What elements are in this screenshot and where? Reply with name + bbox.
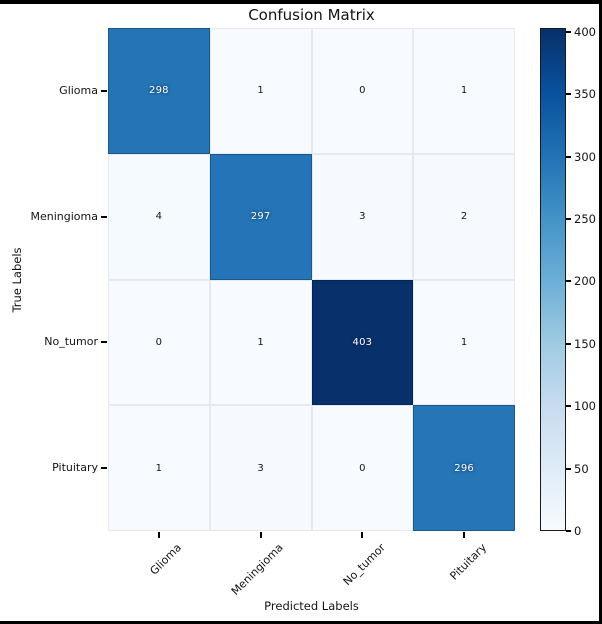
frame-border-right — [599, 0, 602, 624]
cell-value: 0 — [359, 85, 366, 97]
cell-value: 0 — [359, 462, 366, 474]
colorbar-tick-label-300: 300 — [574, 149, 596, 164]
x-tick-label-No_tumor: No_tumor — [340, 541, 388, 589]
cell-value: 403 — [352, 336, 373, 348]
y-tickmark — [101, 215, 107, 218]
cell-value: 4 — [155, 211, 163, 223]
heatmap-cell-Meningioma-Glioma: 4 — [108, 153, 210, 280]
colorbar-tick-label-400: 400 — [574, 24, 596, 39]
x-axis-label: Predicted Labels — [264, 599, 359, 613]
frame-border-top — [0, 0, 602, 4]
heatmap-cell-Glioma-Meningioma: 1 — [209, 28, 312, 154]
cell-value: 0 — [155, 336, 163, 348]
colorbar-tickmark — [566, 405, 571, 408]
y-tickmark — [101, 467, 107, 470]
cell-value: 1 — [155, 462, 163, 474]
cell-value: 296 — [454, 462, 474, 474]
heatmap-cell-No_tumor-Glioma: 0 — [108, 279, 210, 406]
cell-value: 1 — [257, 85, 264, 97]
cell-value: 3 — [257, 462, 264, 474]
y-tick-label-No_tumor: No_tumor — [44, 335, 98, 349]
x-tickmark — [361, 532, 364, 538]
cell-value: 2 — [460, 211, 468, 223]
y-tickmark — [101, 89, 107, 92]
colorbar — [540, 28, 566, 531]
x-tick-label-Pituitary: Pituitary — [447, 541, 490, 583]
cell-value: 298 — [149, 85, 169, 97]
heatmap-cell-No_tumor-No_tumor: 403 — [311, 279, 414, 406]
colorbar-tickmark — [566, 530, 571, 532]
colorbar-tick-label-150: 150 — [574, 336, 596, 351]
frame-border-bottom — [0, 621, 602, 624]
x-tickmark — [259, 532, 262, 538]
heatmap-cell-Pituitary-Glioma: 1 — [108, 405, 210, 531]
heatmap-cell-No_tumor-Meningioma: 1 — [209, 279, 312, 406]
y-tick-label-Meningioma: Meningioma — [30, 209, 98, 223]
heatmap-cell-Pituitary-No_tumor: 0 — [311, 405, 414, 531]
heatmap-cell-Glioma-No_tumor: 0 — [311, 28, 414, 154]
colorbar-tickmark — [566, 155, 571, 158]
colorbar-tick-label-100: 100 — [574, 399, 596, 414]
colorbar-tickmark — [566, 467, 571, 470]
colorbar-tickmark — [566, 30, 571, 33]
colorbar-tickmark — [566, 280, 571, 283]
heatmap-cell-Pituitary-Pituitary: 296 — [413, 405, 515, 531]
cell-value: 3 — [359, 211, 366, 223]
heatmap-grid: 298 1 0 1 4 297 3 2 0 1 403 1 1 3 0 296 — [108, 28, 515, 531]
heatmap-cell-Meningioma-Pituitary: 2 — [413, 153, 515, 280]
heatmap-cell-Glioma-Pituitary: 1 — [413, 28, 515, 154]
y-tick-label-Glioma: Glioma — [59, 83, 98, 97]
y-tickmark — [101, 341, 107, 344]
heatmap-cell-Glioma-Glioma: 298 — [108, 28, 210, 154]
colorbar-tick-label-0: 0 — [574, 524, 582, 538]
cell-value: 1 — [460, 85, 468, 97]
cell-value: 1 — [460, 336, 468, 348]
x-tick-label-Glioma: Glioma — [147, 541, 185, 578]
x-tickmark — [157, 532, 160, 538]
colorbar-tickmark — [566, 342, 571, 345]
colorbar-tick-label-50: 50 — [574, 461, 589, 476]
heatmap-cell-Pituitary-Meningioma: 3 — [209, 405, 312, 531]
cell-value: 1 — [257, 336, 264, 348]
chart-title: Confusion Matrix — [248, 6, 375, 24]
colorbar-tick-label-200: 200 — [574, 274, 596, 289]
cell-value: 297 — [250, 211, 271, 223]
colorbar-tickmark — [566, 93, 571, 96]
heatmap-cell-Meningioma-No_tumor: 3 — [311, 153, 414, 280]
colorbar-tick-label-250: 250 — [574, 211, 596, 226]
y-axis-label: True Labels — [10, 247, 24, 313]
y-tick-label-Pituitary: Pituitary — [52, 461, 98, 475]
heatmap-cell-No_tumor-Pituitary: 1 — [413, 279, 515, 406]
x-tick-label-Meningioma: Meningioma — [228, 541, 286, 598]
heatmap-cell-Meningioma-Meningioma: 297 — [209, 153, 312, 280]
x-tickmark — [463, 532, 466, 538]
colorbar-tick-label-350: 350 — [574, 87, 596, 102]
colorbar-tickmark — [566, 217, 571, 220]
